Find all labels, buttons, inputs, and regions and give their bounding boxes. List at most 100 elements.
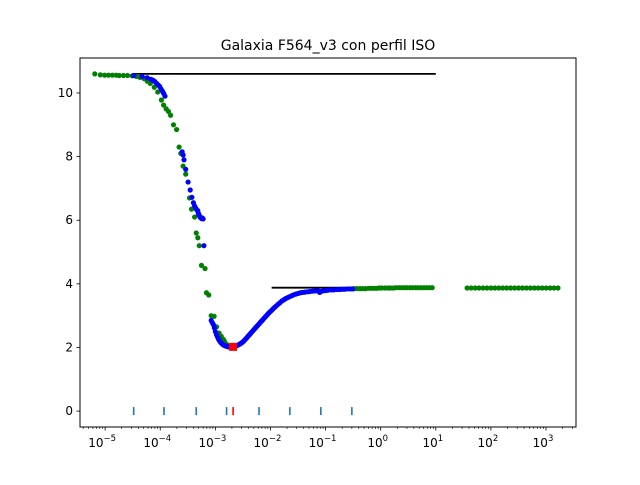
green-data-point [151, 84, 157, 90]
green-data-point [170, 122, 177, 128]
x-tick-label: 10−4 [143, 434, 171, 450]
x-tick-base: 10 [309, 436, 324, 450]
green-data-point [198, 262, 205, 269]
x-tick-base: 10 [143, 436, 158, 450]
green-data-point [472, 285, 478, 291]
x-tick-exponent: −4 [159, 434, 172, 444]
green-data-point [496, 285, 502, 291]
green-data-point [484, 285, 490, 291]
green-data-point [429, 285, 435, 291]
x-tick-exponent: −2 [269, 434, 282, 444]
y-tick-label: 10 [58, 86, 73, 100]
x-tick-label: 103 [533, 434, 554, 450]
green-data-point [551, 285, 557, 291]
green-data-point [523, 285, 530, 291]
axes-frame [79, 57, 577, 428]
green-data-point [476, 285, 482, 291]
green-data-point [105, 72, 112, 78]
x-tick-label: 10−5 [88, 434, 116, 450]
blue-data-point [180, 152, 186, 158]
blue-data-point [187, 187, 193, 193]
green-data-point [206, 292, 212, 298]
blue-data-point [139, 73, 145, 80]
x-tick-label: 101 [422, 434, 443, 450]
green-data-point [535, 285, 541, 291]
green-data-point [116, 72, 122, 79]
green-data-point [176, 144, 182, 150]
blue-data-point [131, 72, 137, 79]
green-data-point [193, 230, 199, 236]
green-data-point [480, 285, 486, 291]
x-tick-exponent: −5 [104, 434, 117, 444]
chart-title: Galaxia F564_v3 con perfil ISO [221, 38, 436, 54]
blue-data-point [183, 166, 189, 172]
blue-data-point [185, 179, 191, 185]
green-data-point [102, 72, 108, 78]
green-data-point [196, 243, 202, 249]
y-tick-label: 0 [65, 404, 73, 418]
x-tick-label: 10−3 [198, 434, 226, 450]
green-data-point [191, 214, 198, 220]
x-tick-base: 10 [88, 436, 103, 450]
green-data-point [202, 265, 208, 272]
green-data-point [527, 285, 534, 291]
y-tick-label: 4 [65, 277, 73, 291]
green-data-point [167, 112, 174, 118]
minimum-point-marker [229, 342, 238, 351]
green-data-point [500, 285, 506, 291]
blue-data-point [181, 157, 187, 163]
green-data-point [183, 171, 189, 177]
x-tick-exponent: 1 [438, 434, 443, 444]
green-data-point [508, 285, 514, 291]
green-data-point [543, 285, 549, 291]
green-data-point [165, 108, 172, 115]
green-data-point [124, 72, 131, 79]
green-data-point [511, 285, 518, 291]
y-tick-label: 6 [65, 213, 73, 227]
green-data-point [488, 285, 494, 291]
green-data-point [555, 285, 561, 291]
green-data-point [547, 285, 553, 291]
x-tick-exponent: 2 [493, 434, 498, 444]
x-tick-label: 102 [478, 434, 499, 450]
blue-data-point [350, 286, 356, 292]
green-data-point [492, 285, 498, 291]
blue-data-point [199, 215, 205, 221]
green-data-point [504, 285, 510, 291]
x-tick-label: 10−2 [254, 434, 282, 450]
green-data-point [120, 72, 127, 79]
x-tick-label: 10−1 [309, 434, 337, 450]
green-data-point [468, 285, 474, 291]
x-tick-label: 100 [367, 434, 388, 450]
green-data-point [531, 285, 537, 291]
x-tick-exponent: −3 [214, 434, 227, 444]
x-tick-exponent: −1 [324, 434, 337, 444]
green-data-point [195, 235, 201, 241]
green-data-point [155, 89, 161, 95]
y-tick-label: 2 [65, 340, 73, 354]
blue-data-point [189, 194, 195, 200]
green-data-point [109, 72, 115, 78]
x-tick-exponent: 3 [548, 434, 553, 444]
x-tick-base: 10 [367, 436, 382, 450]
green-data-point [160, 102, 167, 108]
x-tick-base: 10 [198, 436, 213, 450]
x-tick-base: 10 [478, 436, 493, 450]
x-tick-exponent: 0 [383, 434, 388, 444]
blue-data-point [201, 243, 207, 249]
green-data-point [464, 285, 470, 291]
x-tick-base: 10 [422, 436, 437, 450]
green-data-point [92, 71, 98, 77]
green-data-point [515, 285, 522, 291]
green-data-point [158, 97, 165, 103]
green-data-point [519, 285, 526, 291]
green-data-point [539, 285, 545, 291]
y-tick-label: 8 [65, 150, 73, 164]
green-data-point [97, 72, 103, 78]
green-data-point [173, 126, 180, 133]
x-tick-base: 10 [533, 436, 548, 450]
